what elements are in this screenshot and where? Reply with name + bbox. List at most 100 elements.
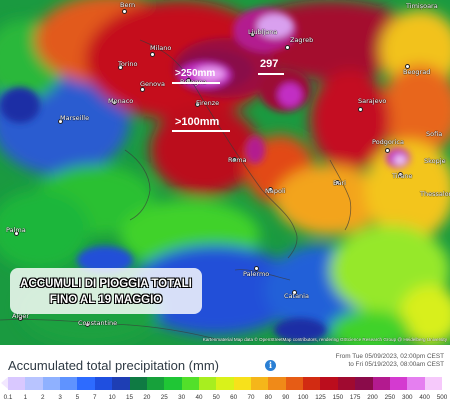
city-label: Alger: [12, 312, 30, 320]
scale-swatch: [164, 377, 182, 390]
city-marker: [268, 187, 273, 192]
city-label: Thessaloniki: [420, 190, 450, 198]
city-marker: [118, 65, 123, 70]
city-marker: [358, 107, 363, 112]
scale-tick-label: 15: [126, 394, 134, 401]
city-marker: [150, 52, 155, 57]
city-marker: [385, 148, 390, 153]
city-marker: [18, 316, 23, 321]
city-label: Palma: [6, 226, 26, 234]
city-label: Torino: [118, 60, 138, 68]
city-marker: [285, 45, 290, 50]
color-scale: [8, 377, 442, 390]
scale-tick-label: 25: [160, 394, 168, 401]
city-marker: [112, 100, 117, 105]
scale-ticks: 0.1 1 2 3 5 7 10 15 20 25 30 40 50 60 70 80 90 100 125 150 1…: [4, 394, 448, 403]
city-label: Constantine: [78, 319, 118, 327]
city-marker: [398, 172, 403, 177]
scale-swatch: [94, 377, 113, 390]
city-marker: [122, 9, 127, 14]
scale-tick-label: 20: [143, 394, 151, 401]
scale-tick-label: 1: [23, 394, 28, 401]
scale-swatch: [285, 377, 304, 390]
period-from: From Tue 05/09/2023, 02:00pm CEST: [335, 353, 444, 360]
scale-tick-label: 80: [264, 394, 272, 401]
city-label: Marseille: [60, 114, 90, 122]
annotation-underline: [258, 73, 284, 75]
scale-tick-label: 7: [93, 394, 97, 401]
city-marker: [85, 322, 90, 327]
legend-panel: Accumulated total precipitation (mm) i F…: [0, 345, 450, 405]
scale-tick-label: 0.1: [3, 394, 13, 401]
city-marker: [254, 266, 259, 271]
precipitation-map[interactable]: Bern Ljubljana Zagreb Milano Torino Geno…: [0, 0, 450, 345]
scale-swatch: [233, 377, 252, 390]
scale-tick-label: 400: [419, 394, 430, 401]
scale-tick-label: 250: [384, 394, 396, 401]
annotation-250mm: >250mm: [175, 68, 216, 79]
scale-swatch: [8, 377, 26, 390]
scale-tick-label: 5: [75, 394, 80, 401]
city-marker: [140, 87, 145, 92]
city-label: Tirane: [392, 172, 413, 180]
scale-tick-label: 30: [178, 394, 186, 401]
city-marker: [405, 64, 410, 69]
city-label: Ljubljana: [248, 28, 278, 36]
scale-swatch: [268, 377, 286, 390]
scale-swatch: [372, 377, 390, 390]
scale-swatch: [303, 377, 321, 390]
period-to: to Fri 05/19/2023, 08:00am CEST: [348, 361, 444, 368]
map-attribution: Kartenmaterial Map data © OpenStreetMap …: [202, 337, 447, 342]
scale-tick-label: 60: [230, 394, 238, 401]
scale-tick-label: 50: [212, 394, 220, 401]
headline-line-1: ACCUMULI DI PIOGGIA TOTALI: [20, 278, 192, 290]
annotation-underline: [172, 130, 230, 132]
scale-swatch: [77, 377, 95, 390]
scale-tick-label: 70: [247, 394, 255, 401]
city-marker: [292, 290, 297, 295]
city-label: Sarajevo: [358, 97, 387, 105]
scale-tick-label: 3: [58, 394, 62, 401]
info-icon[interactable]: i: [265, 360, 276, 371]
scale-swatch: [181, 377, 199, 390]
city-marker: [14, 231, 19, 236]
city-label: Palermo: [243, 270, 270, 278]
forecast-period: From Tue 05/09/2023, 02:00pm CEST to Fri…: [336, 353, 444, 369]
scale-swatch: [407, 377, 425, 390]
scale-tick-label: 100: [297, 394, 309, 401]
city-label: Beograd: [403, 68, 431, 76]
city-marker: [232, 157, 237, 162]
scale-swatch: [320, 377, 338, 390]
headline-box: ACCUMULI DI PIOGGIA TOTALI FINO AL 19 MA…: [10, 268, 202, 314]
city-label: Catania: [284, 292, 309, 300]
scale-swatch: [424, 377, 442, 390]
scale-swatch: [337, 377, 356, 390]
scale-swatch: [216, 377, 234, 390]
city-marker: [58, 119, 63, 124]
city-marker: [250, 32, 255, 37]
scale-tick-label: 175: [349, 394, 361, 401]
scale-arrow-right: [442, 377, 449, 389]
scale-tick-label: 150: [332, 394, 344, 401]
city-label: Monaco: [108, 97, 134, 105]
city-label: Genova: [140, 80, 165, 88]
annotation-100mm: >100mm: [175, 116, 220, 128]
scale-swatch: [198, 377, 217, 390]
annotation-max-value: 297: [260, 58, 279, 70]
city-label: Sofia: [426, 130, 443, 138]
scale-arrow-left: [1, 377, 8, 389]
city-label: Roma: [228, 156, 247, 164]
annotation-underline: [172, 82, 220, 84]
scale-tick-label: 200: [367, 394, 378, 401]
scale-tick-label: 2: [40, 394, 45, 401]
city-label: Bari: [333, 179, 346, 187]
legend-title: Accumulated total precipitation (mm): [8, 358, 219, 373]
city-label: Skopje: [424, 157, 446, 165]
city-marker: [195, 102, 200, 107]
scale-tick-label: 40: [195, 394, 203, 401]
headline-line-2: FINO AL 19 MAGGIO: [49, 294, 163, 306]
scale-swatch: [25, 377, 43, 390]
scale-swatch: [112, 377, 130, 390]
scale-swatch: [389, 377, 408, 390]
scale-swatch: [146, 377, 165, 390]
